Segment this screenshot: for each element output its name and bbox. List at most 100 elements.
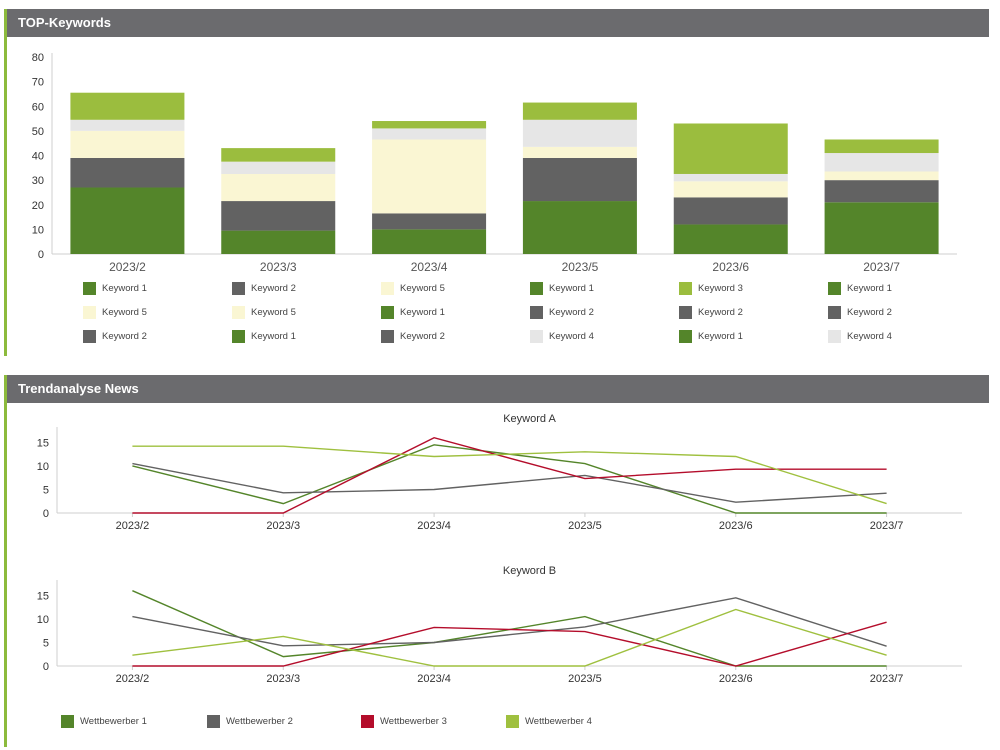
y-tick-label: 10: [37, 614, 49, 626]
legend-label: Keyword 2: [102, 331, 147, 342]
legend-item: Wettbewerber 4: [506, 715, 592, 728]
x-tick-label: 2023/2: [116, 520, 150, 532]
legend-item: Keyword 1: [232, 330, 296, 343]
trendanalyse-news-header: Trendanalyse News: [7, 375, 989, 403]
y-tick-label: 15: [37, 590, 49, 602]
legend-swatch: [232, 306, 245, 319]
y-tick-label: 30: [32, 175, 44, 187]
legend-swatch: [828, 282, 841, 295]
bar-segment: [673, 173, 788, 182]
legend-item: Keyword 2: [232, 282, 296, 295]
legend-label: Keyword 2: [251, 283, 296, 294]
legend-label: Wettbewerber 2: [226, 716, 293, 727]
y-tick-label: 10: [32, 224, 44, 236]
legend-label: Keyword 5: [102, 307, 147, 318]
x-tick-label: 2023/6: [719, 673, 753, 685]
legend-label: Keyword 1: [400, 307, 445, 318]
legend-label: Keyword 1: [251, 331, 296, 342]
legend-label: Keyword 4: [549, 331, 594, 342]
legend-item: Keyword 1: [381, 306, 445, 319]
bar-segment: [824, 153, 939, 172]
series-line: [132, 444, 887, 514]
legend-swatch: [530, 330, 543, 343]
y-tick-label: 20: [32, 200, 44, 212]
x-tick-label: 2023/7: [870, 520, 904, 532]
trendanalyse-news-panel: Trendanalyse News Keyword A 0 5 10 15 2023/2 2…: [4, 375, 992, 747]
y-tick-label: 0: [38, 249, 44, 261]
x-tick-label: 2023/6: [712, 260, 749, 274]
legend-item: Keyword 3: [679, 282, 743, 295]
y-tick-label: 80: [32, 52, 44, 64]
keyword-b-line-chart: Keyword B 0 5 10 15 2023/2 2023/3 2023/4 2023/5 2…: [37, 565, 962, 685]
legend-label: Keyword 5: [400, 283, 445, 294]
legend-item: Keyword 5: [83, 306, 147, 319]
legend-item: Keyword 4: [828, 330, 892, 343]
legend-label: Wettbewerber 3: [380, 716, 447, 727]
legend-swatch: [381, 282, 394, 295]
legend-item: Wettbewerber 3: [361, 715, 447, 728]
bar-segment: [522, 201, 637, 254]
bar-segment: [372, 121, 487, 129]
legend-item: Keyword 2: [381, 330, 445, 343]
legend-label: Keyword 5: [251, 307, 296, 318]
bar-segment: [372, 229, 487, 254]
legend-item: Keyword 2: [83, 330, 147, 343]
x-tick-label: 2023/2: [116, 673, 150, 685]
legend-label: Keyword 2: [400, 331, 445, 342]
bar-segment: [522, 146, 637, 158]
legend-label: Keyword 1: [698, 331, 743, 342]
legend-item: Keyword 5: [232, 306, 296, 319]
legend-swatch: [381, 306, 394, 319]
legend-item: Keyword 2: [530, 306, 594, 319]
bar-segment: [673, 123, 788, 174]
y-tick-label: 40: [32, 151, 44, 163]
legend-swatch: [232, 330, 245, 343]
chart-title: Keyword B: [503, 565, 556, 577]
y-tick-label: 0: [43, 508, 49, 520]
bar-segment: [673, 224, 788, 254]
legend-item: Keyword 2: [679, 306, 743, 319]
keyword-a-line-chart: Keyword A 0 5 10 15 2023/2 2023/3 2023/4 2023/5 2…: [37, 413, 962, 532]
legend-swatch: [361, 715, 374, 728]
legend-item: Wettbewerber 2: [207, 715, 293, 728]
legend-swatch: [679, 330, 692, 343]
bar-segment: [70, 157, 185, 188]
legend-swatch: [83, 282, 96, 295]
top-keywords-bar-chart: 0 10 20 30 40 50 60 70 80 2023/2 2023/3 2023/4 2023/…: [32, 52, 957, 274]
legend-item: Wettbewerber 1: [61, 715, 147, 728]
series-line: [132, 621, 887, 667]
legend-label: Keyword 1: [102, 283, 147, 294]
legend-item: Keyword 2: [828, 306, 892, 319]
x-tick-label: 2023/5: [568, 520, 602, 532]
legend-swatch: [679, 282, 692, 295]
series-line: [132, 436, 887, 514]
bar-segment: [221, 201, 336, 231]
legend-swatch: [530, 282, 543, 295]
legend-item: Keyword 1: [83, 282, 147, 295]
y-tick-label: 15: [37, 437, 49, 449]
bar-segment: [824, 139, 939, 154]
y-tick-label: 70: [32, 77, 44, 89]
x-tick-label: 2023/5: [562, 260, 599, 274]
bar-segment: [824, 202, 939, 254]
legend-item: Keyword 1: [828, 282, 892, 295]
bar-segment: [221, 148, 336, 162]
legend-label: Keyword 2: [698, 307, 743, 318]
bar-segment: [522, 102, 637, 120]
legend-label: Wettbewerber 1: [80, 716, 147, 727]
legend-item: Keyword 1: [530, 282, 594, 295]
bar-segment: [221, 173, 336, 202]
x-tick-label: 2023/6: [719, 520, 753, 532]
bar-segment: [221, 230, 336, 254]
bar-segment: [70, 130, 185, 158]
legend-swatch: [828, 306, 841, 319]
bar-segment: [70, 187, 185, 254]
legend-label: Keyword 3: [698, 283, 743, 294]
x-tick-label: 2023/7: [863, 260, 900, 274]
bar-segment: [70, 92, 185, 120]
series-line: [132, 445, 887, 505]
x-tick-label: 2023/5: [568, 673, 602, 685]
x-tick-label: 2023/2: [109, 260, 146, 274]
bar-segment: [824, 180, 939, 203]
bar-segment: [522, 157, 637, 202]
